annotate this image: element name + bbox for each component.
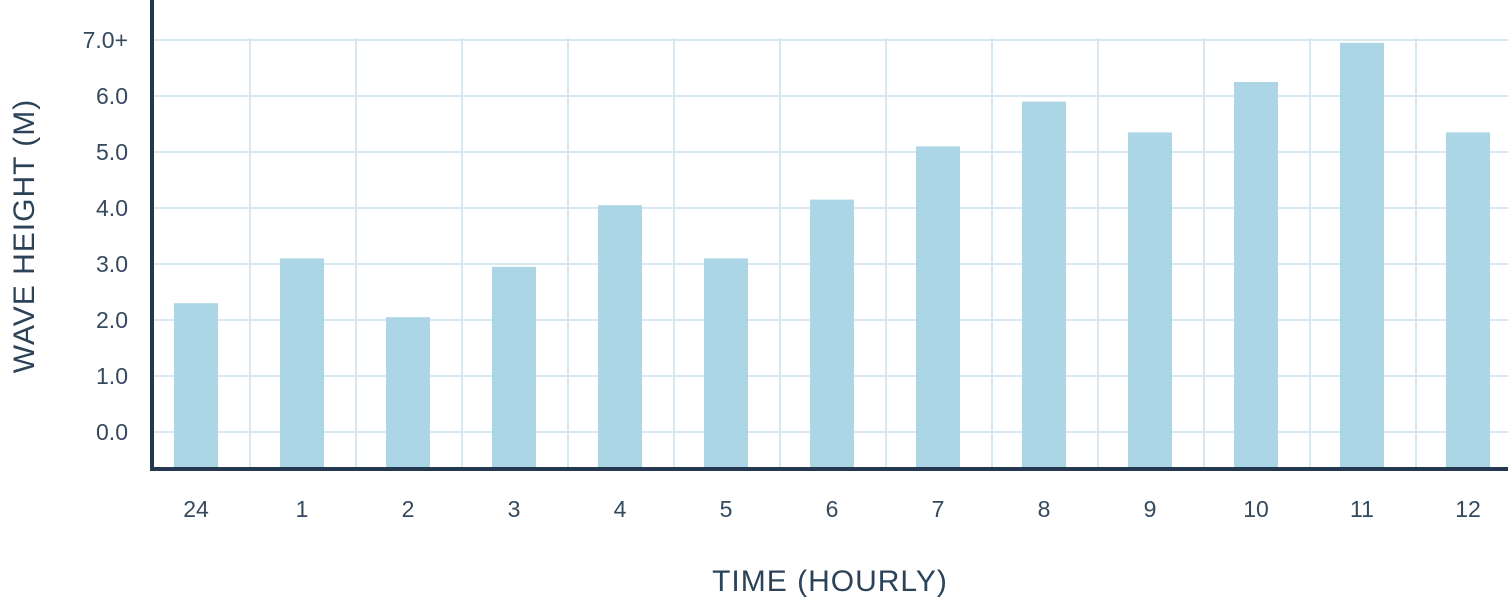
bar-6 [810, 199, 854, 469]
axes [150, 0, 1508, 471]
bars [174, 42, 1490, 470]
bar-5 [704, 258, 748, 469]
y-tick-label: 0.0 [96, 419, 128, 445]
x-tick-label: 4 [614, 496, 627, 522]
bar-11 [1340, 42, 1384, 470]
bar-8 [1022, 101, 1066, 469]
x-tick-label: 9 [1144, 496, 1157, 522]
y-tick-label: 7.0+ [83, 27, 128, 53]
x-tick-label: 12 [1455, 496, 1481, 522]
y-tick-label: 6.0 [96, 83, 128, 109]
bar-3 [492, 266, 536, 469]
bar-4 [598, 205, 642, 469]
y-tick-label: 2.0 [96, 307, 128, 333]
y-tick-label: 3.0 [96, 251, 128, 277]
x-axis-title: TIME (HOURLY) [712, 565, 948, 598]
x-tick-label: 1 [296, 496, 309, 522]
x-tick-label: 5 [720, 496, 733, 522]
bar-10 [1234, 82, 1278, 469]
y-tick-label: 4.0 [96, 195, 128, 221]
x-tick-label: 11 [1350, 496, 1374, 522]
x-tick-label: 24 [183, 496, 209, 522]
bar-1 [280, 258, 324, 469]
bar-7 [916, 146, 960, 469]
x-tick-label: 6 [826, 496, 839, 522]
x-tick-label: 10 [1243, 496, 1269, 522]
bar-2 [386, 317, 430, 469]
y-tick-label: 1.0 [96, 363, 128, 389]
bar-9 [1128, 132, 1172, 469]
x-tick-label: 2 [402, 496, 415, 522]
y-tick-label: 5.0 [96, 139, 128, 165]
x-tick-label: 7 [932, 496, 945, 522]
tick-labels: 0.01.02.03.04.05.06.07.0+24 1 2 3 4 5 6 7 8 9 10 11… [83, 27, 1481, 522]
x-tick-label: 3 [508, 496, 521, 522]
y-axis-title: WAVE HEIGHT (M) [8, 99, 41, 373]
x-tick-label: 8 [1038, 496, 1051, 522]
bar-24 [174, 303, 218, 469]
bar-12 [1446, 132, 1490, 469]
